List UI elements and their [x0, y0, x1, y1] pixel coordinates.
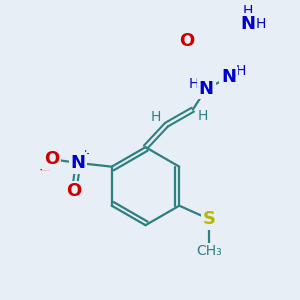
Text: H: H	[242, 4, 253, 18]
Text: O: O	[179, 32, 194, 50]
Text: −: −	[38, 163, 50, 177]
Text: O: O	[67, 182, 82, 200]
Text: H: H	[236, 64, 246, 78]
Text: N: N	[240, 15, 255, 33]
Text: H: H	[189, 77, 200, 91]
Text: H: H	[151, 110, 161, 124]
Text: N: N	[221, 68, 236, 86]
Text: H: H	[256, 17, 266, 31]
Text: S: S	[203, 210, 216, 228]
Text: N: N	[70, 154, 86, 172]
Text: CH₃: CH₃	[196, 244, 222, 259]
Text: H: H	[198, 109, 208, 123]
Text: +: +	[81, 149, 90, 159]
Text: O: O	[44, 150, 59, 168]
Text: N: N	[199, 80, 214, 98]
